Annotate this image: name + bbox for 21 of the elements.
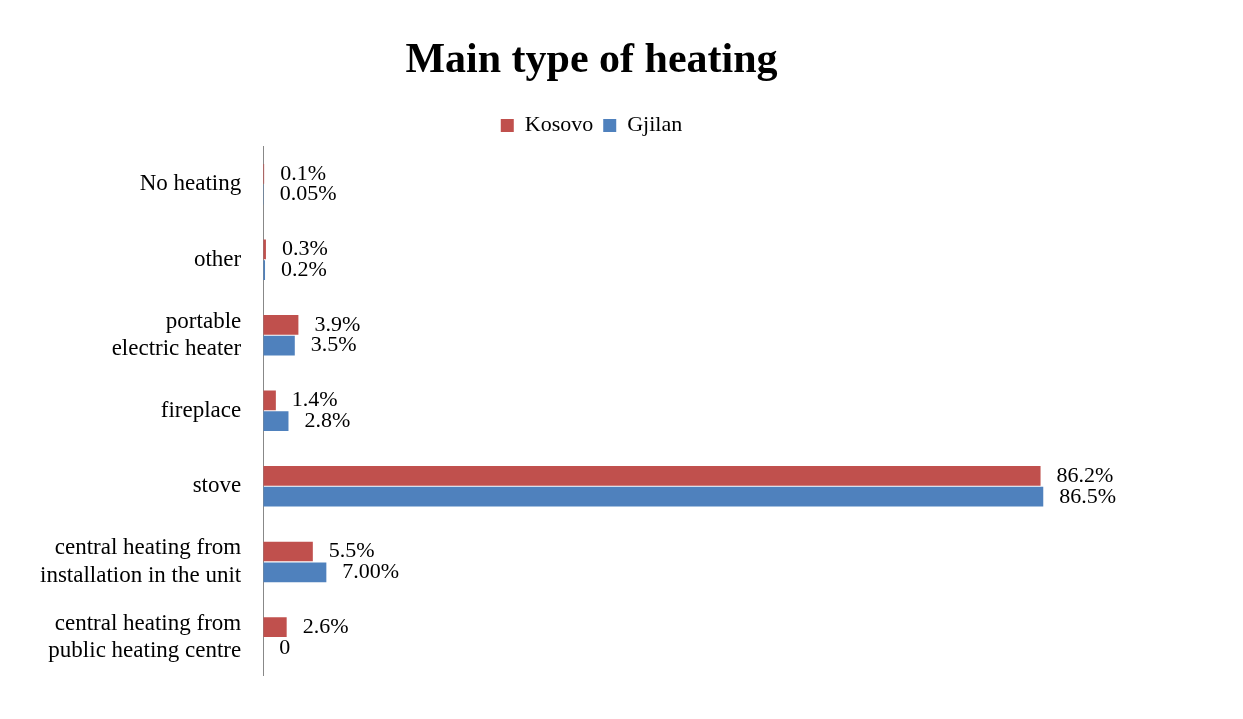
bar xyxy=(263,617,287,637)
bar xyxy=(263,411,289,432)
bar xyxy=(263,466,1041,486)
legend-label: Gjilan xyxy=(627,111,683,137)
y-tick-label: other xyxy=(193,245,242,271)
bar xyxy=(263,335,295,356)
y-tick-label: portable electric heater xyxy=(111,307,242,361)
bar xyxy=(263,315,299,335)
bar xyxy=(263,562,327,583)
data-label: 2.6% xyxy=(302,612,349,638)
bar xyxy=(263,390,276,411)
legend-label: Kosovo xyxy=(524,111,594,137)
y-tick-label: central heating from public heating centre xyxy=(48,609,242,663)
bar xyxy=(263,486,1044,507)
chart-title: Main type of heating xyxy=(405,35,778,82)
data-label: 0 xyxy=(279,633,291,659)
y-tick-label: central heating from installation in the unit xyxy=(39,534,242,587)
y-tick-label: fireplace xyxy=(160,396,242,422)
y-tick-label: No heating xyxy=(139,170,242,196)
bar xyxy=(263,541,313,562)
y-tick-label: stove xyxy=(192,472,242,498)
